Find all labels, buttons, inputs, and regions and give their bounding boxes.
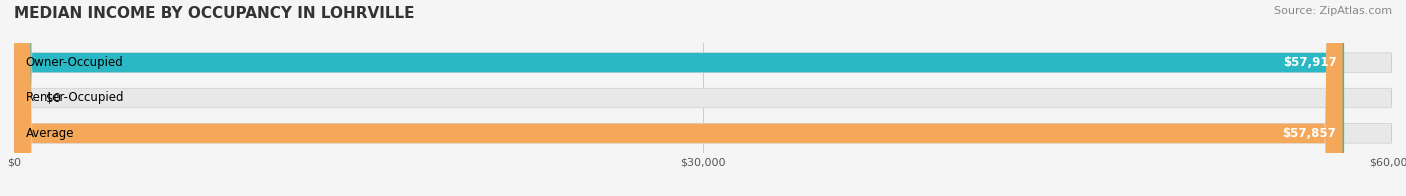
Text: $57,857: $57,857 bbox=[1282, 127, 1336, 140]
Text: Renter-Occupied: Renter-Occupied bbox=[25, 92, 124, 104]
Text: Average: Average bbox=[25, 127, 75, 140]
FancyBboxPatch shape bbox=[14, 0, 1343, 196]
Text: Source: ZipAtlas.com: Source: ZipAtlas.com bbox=[1274, 6, 1392, 16]
FancyBboxPatch shape bbox=[14, 53, 1392, 72]
Text: MEDIAN INCOME BY OCCUPANCY IN LOHRVILLE: MEDIAN INCOME BY OCCUPANCY IN LOHRVILLE bbox=[14, 6, 415, 21]
FancyBboxPatch shape bbox=[14, 0, 28, 196]
Text: $57,917: $57,917 bbox=[1284, 56, 1337, 69]
Text: $0: $0 bbox=[46, 92, 60, 104]
FancyBboxPatch shape bbox=[14, 124, 1392, 143]
FancyBboxPatch shape bbox=[14, 0, 1344, 196]
Text: Owner-Occupied: Owner-Occupied bbox=[25, 56, 124, 69]
FancyBboxPatch shape bbox=[14, 88, 1392, 108]
